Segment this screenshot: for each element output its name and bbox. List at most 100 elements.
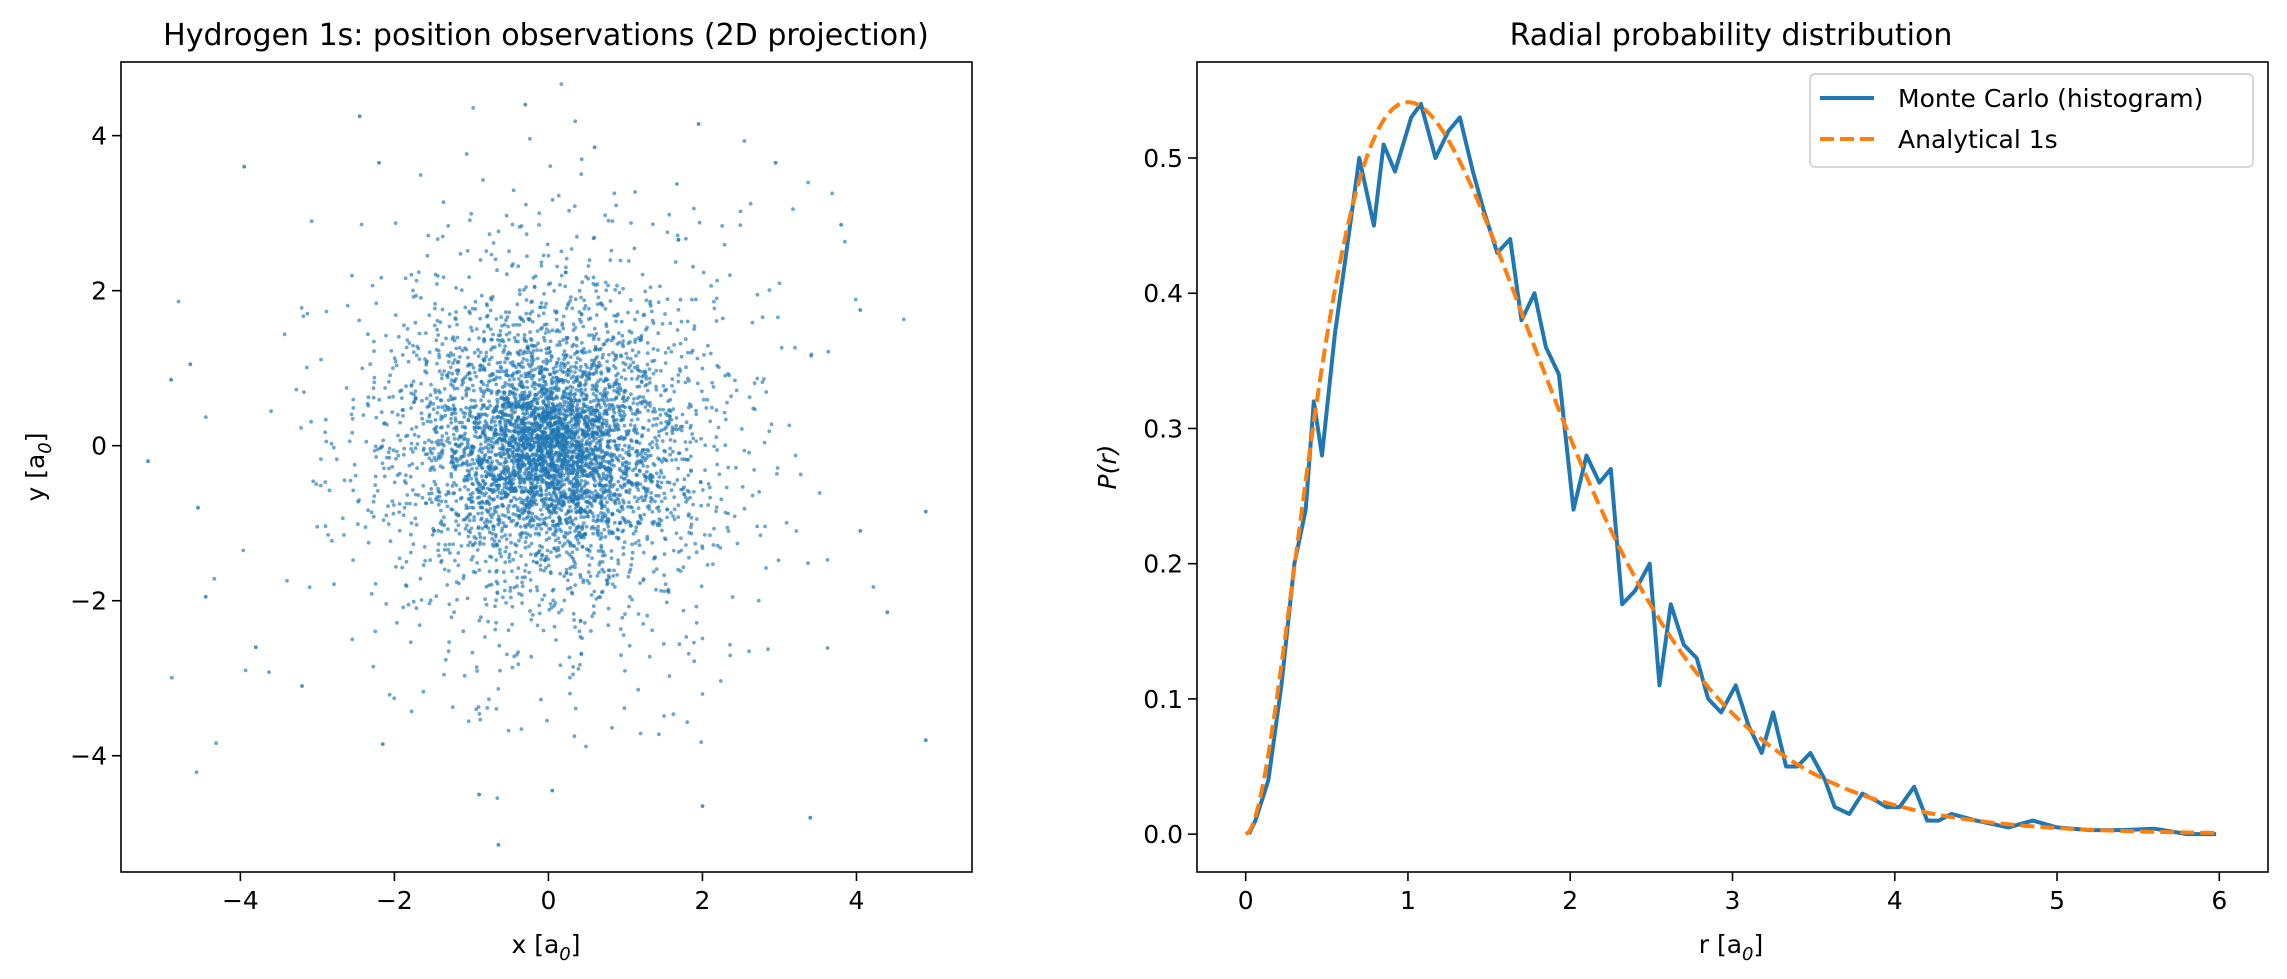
scatter-point xyxy=(667,408,672,412)
scatter-point xyxy=(471,554,475,559)
scatter-point xyxy=(728,273,732,277)
scatter-point xyxy=(751,406,756,411)
scatter-point xyxy=(510,622,515,627)
scatter-point xyxy=(603,496,607,501)
scatter-point xyxy=(535,516,540,520)
scatter-point xyxy=(610,511,615,516)
scatter-point xyxy=(574,439,579,444)
scatter-point xyxy=(477,336,481,340)
scatter-point xyxy=(521,428,526,433)
scatter-point xyxy=(479,442,483,447)
scatter-point xyxy=(466,355,470,360)
scatter-point xyxy=(742,506,747,511)
scatter-point xyxy=(672,482,677,487)
scatter-point xyxy=(461,573,466,578)
scatter-point xyxy=(463,526,468,531)
scatter-point xyxy=(504,213,509,218)
scatter-point xyxy=(429,458,434,463)
scatter-point xyxy=(414,353,419,358)
scatter-point xyxy=(629,377,634,381)
scatter-point xyxy=(648,380,652,385)
scatter-point xyxy=(510,382,515,387)
scatter-point xyxy=(561,314,566,319)
scatter-point xyxy=(401,452,406,457)
scatter-point xyxy=(583,482,588,487)
scatter-point xyxy=(503,423,508,428)
scatter-point xyxy=(633,190,637,194)
scatter-point xyxy=(479,398,483,403)
scatter-point xyxy=(585,404,590,409)
scatter-point xyxy=(452,358,457,362)
scatter-point xyxy=(636,374,641,379)
scatter-point xyxy=(553,499,558,503)
scatter-point xyxy=(506,492,510,497)
scatter-point xyxy=(594,381,599,386)
scatter-point xyxy=(411,288,415,293)
scatter-point xyxy=(685,488,690,493)
scatter-point xyxy=(514,523,518,528)
scatter-point xyxy=(663,582,668,587)
scatter-point xyxy=(570,306,575,311)
scatter-point xyxy=(485,303,489,308)
scatter-point xyxy=(613,585,617,589)
scatter-point xyxy=(408,640,413,645)
scatter-point xyxy=(527,470,532,474)
scatter-point xyxy=(627,446,631,450)
scatter-point xyxy=(523,375,528,379)
scatter-point xyxy=(611,351,615,355)
scatter-point xyxy=(519,317,523,321)
scatter-point xyxy=(554,375,559,380)
scatter-point xyxy=(734,388,739,393)
scatter-point xyxy=(711,385,716,389)
scatter-point xyxy=(550,588,555,593)
scatter-point xyxy=(620,463,625,468)
scatter-point xyxy=(434,424,439,429)
scatter-point xyxy=(564,442,569,446)
scatter-point xyxy=(401,414,405,418)
scatter-point xyxy=(510,604,515,609)
scatter-point xyxy=(527,478,532,482)
scatter-point xyxy=(764,566,768,570)
scatter-point xyxy=(612,520,617,525)
scatter-point xyxy=(379,275,384,280)
scatter-point xyxy=(701,270,706,275)
scatter-point xyxy=(472,461,476,466)
scatter-point xyxy=(588,460,593,465)
scatter-point xyxy=(427,313,432,318)
scatter-point xyxy=(619,434,624,439)
scatter-point xyxy=(540,545,545,549)
scatter-point xyxy=(705,397,710,402)
scatter-point xyxy=(545,718,549,723)
scatter-point xyxy=(373,444,378,449)
scatter-point xyxy=(620,403,625,408)
scatter-point xyxy=(607,575,612,580)
scatter-point xyxy=(560,396,564,401)
scatter-point xyxy=(458,487,462,492)
scatter-point xyxy=(441,275,446,280)
scatter-point xyxy=(393,221,398,226)
scatter-point xyxy=(372,375,377,380)
scatter-point xyxy=(714,296,719,301)
scatter-point xyxy=(488,455,493,460)
scatter-point xyxy=(593,478,597,483)
scatter-point xyxy=(409,709,414,714)
scatter-point xyxy=(594,441,599,446)
scatter-point xyxy=(618,484,623,488)
scatter-point xyxy=(710,405,714,410)
scatter-point xyxy=(607,484,612,489)
scatter-point xyxy=(689,522,694,527)
scatter-point xyxy=(528,524,533,529)
scatter-point xyxy=(510,445,515,449)
scatter-point xyxy=(655,521,660,526)
scatter-point xyxy=(752,381,757,386)
scatter-point xyxy=(528,438,533,443)
scatter-point xyxy=(479,465,484,470)
scatter-point xyxy=(678,569,683,573)
scatter-point xyxy=(612,428,617,433)
scatter-point xyxy=(439,508,443,513)
scatter-point xyxy=(787,423,792,428)
scatter-point xyxy=(668,414,672,419)
scatter-point xyxy=(415,442,420,446)
scatter-point xyxy=(678,297,683,302)
scatter-point xyxy=(562,402,566,407)
